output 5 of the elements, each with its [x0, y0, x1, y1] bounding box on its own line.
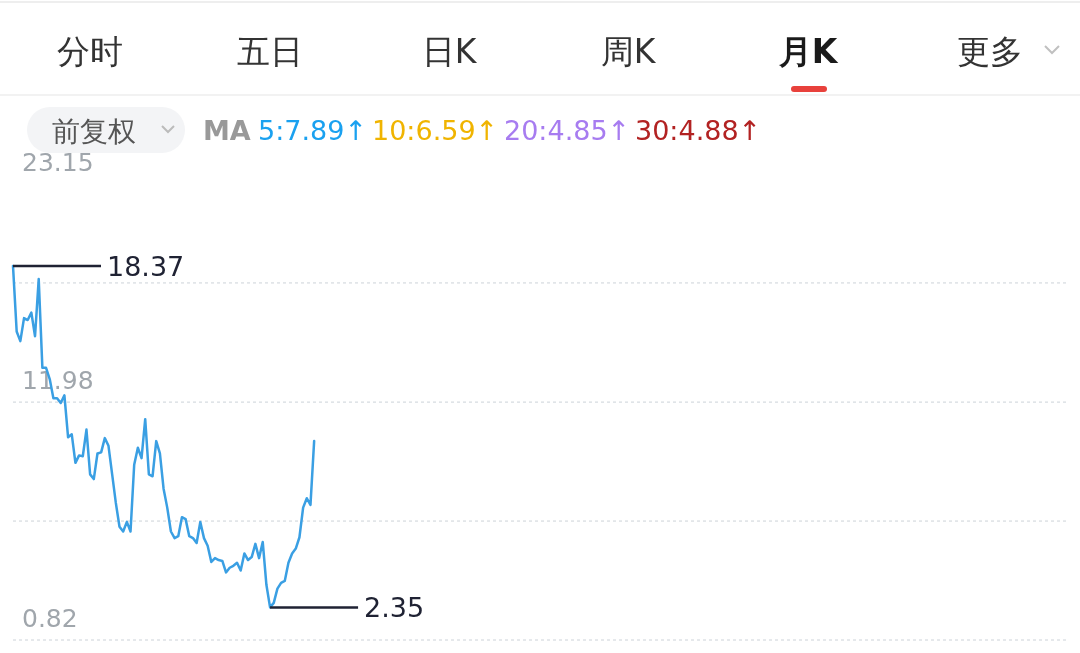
note: 18.37 — [13, 250, 185, 282]
annotation: 18.37 — [107, 250, 185, 282]
note: 2.35 — [270, 592, 425, 624]
annotation: 2.35 — [364, 592, 425, 624]
y-tick-label: 0.82 — [22, 604, 78, 633]
